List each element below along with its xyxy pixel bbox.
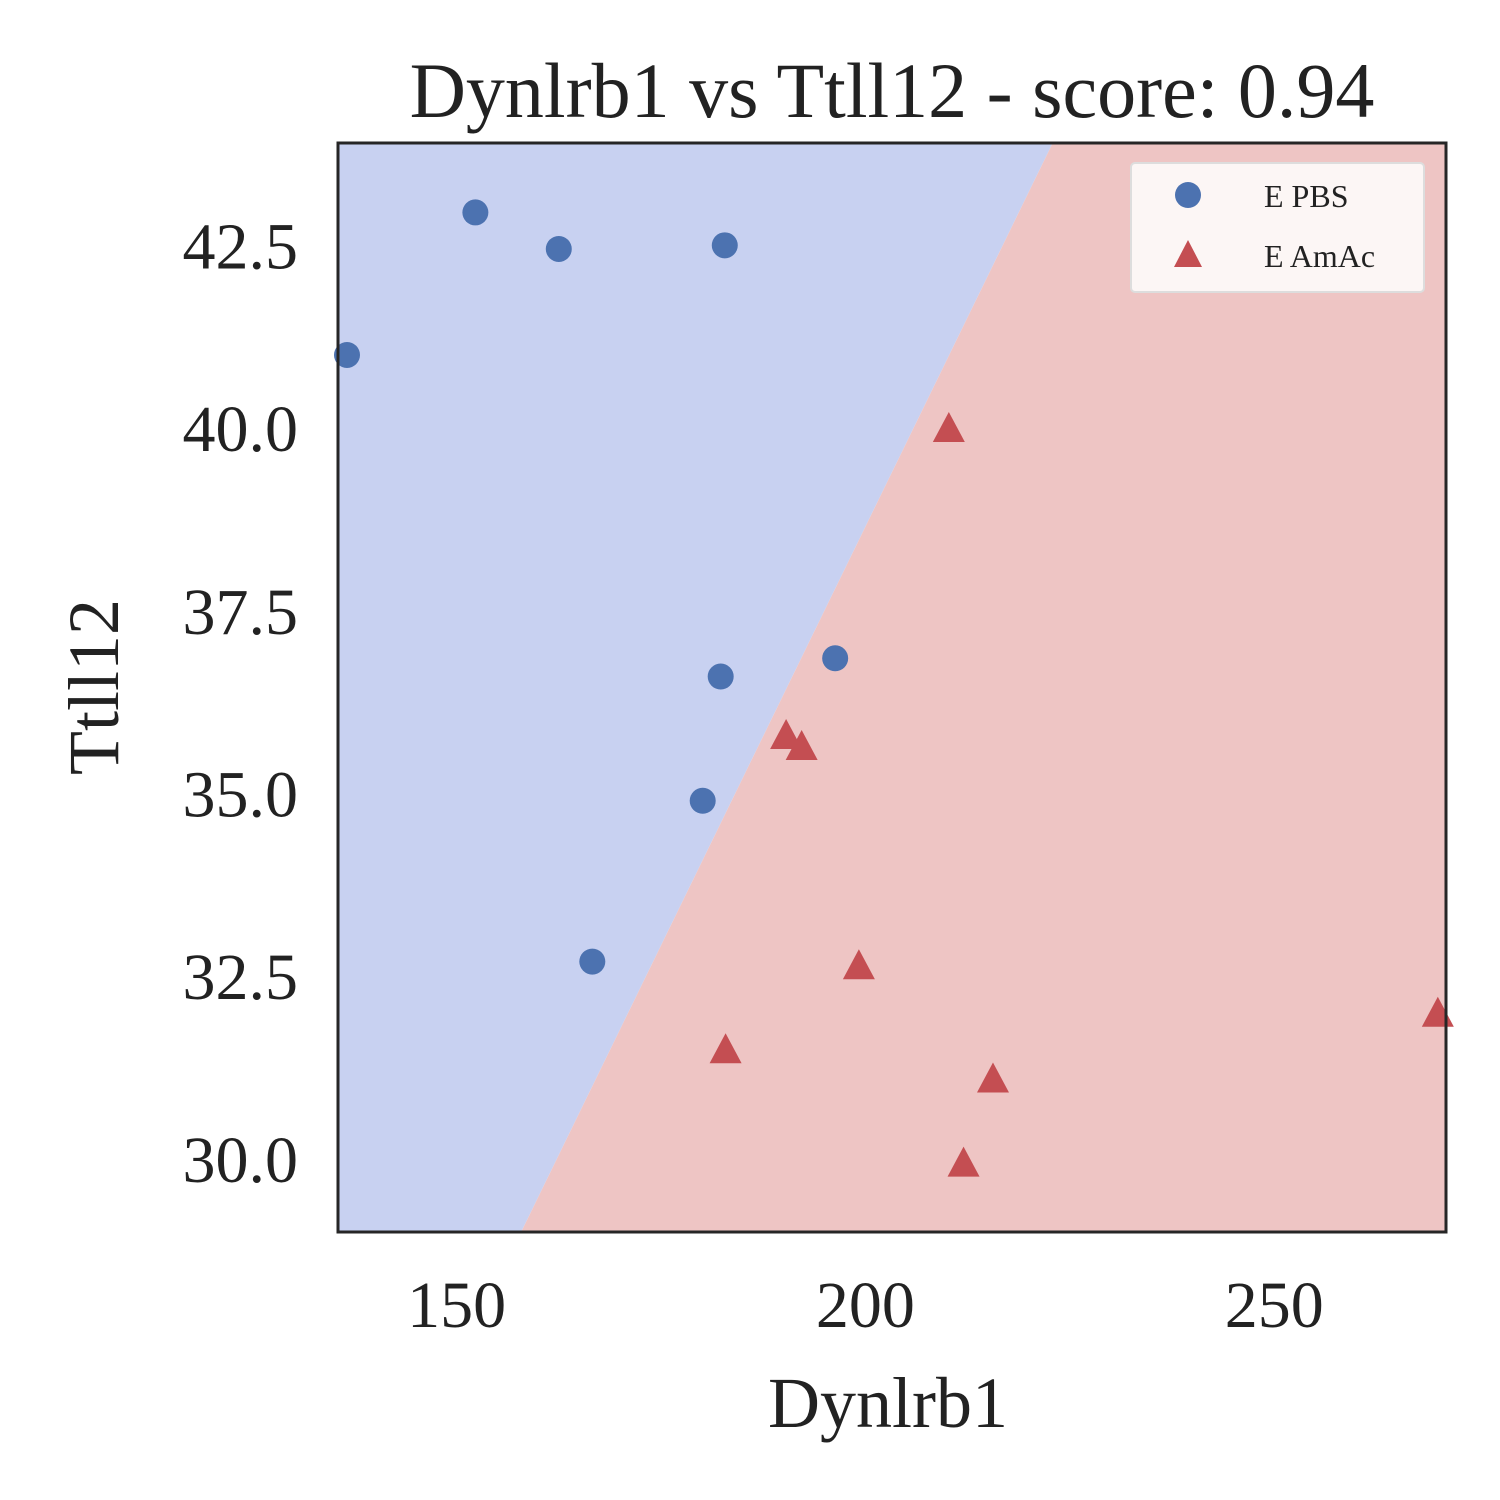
point-e-amac-1 bbox=[709, 1033, 742, 1064]
point-e-amac-6 bbox=[947, 1146, 980, 1177]
point-e-pbs-7 bbox=[711, 232, 738, 259]
y-tick-label: 37.5 bbox=[183, 576, 299, 649]
legend-box bbox=[1130, 162, 1425, 293]
region-e-pbs bbox=[338, 143, 1053, 1232]
legend-label-e-amac: E AmAc bbox=[1264, 238, 1375, 274]
y-axis-label: Ttll12 bbox=[54, 599, 134, 775]
plot-regions bbox=[338, 143, 1446, 1232]
point-e-amac-7 bbox=[976, 1062, 1009, 1093]
y-tick-label: 40.0 bbox=[183, 393, 299, 466]
point-e-pbs-4 bbox=[579, 948, 606, 975]
x-axis-ticks: 150 200 250 bbox=[407, 1269, 1324, 1342]
y-tick-label: 32.5 bbox=[183, 941, 299, 1014]
y-axis-ticks: 30.0 32.5 35.0 37.5 40.0 42.5 bbox=[183, 210, 299, 1197]
point-e-amac-2 bbox=[770, 719, 803, 750]
point-e-amac-5 bbox=[932, 412, 965, 443]
point-e-amac-4 bbox=[842, 949, 875, 980]
x-axis-label: Dynlrb1 bbox=[768, 1363, 1008, 1443]
legend-label-e-pbs: E PBS bbox=[1264, 178, 1348, 214]
point-e-pbs-8 bbox=[822, 645, 849, 672]
point-e-pbs-2 bbox=[462, 199, 489, 226]
point-e-pbs-6 bbox=[707, 663, 734, 690]
legend: E PBS E AmAc bbox=[1130, 162, 1425, 293]
point-e-pbs-5 bbox=[689, 787, 716, 814]
region-e-amac bbox=[521, 143, 1446, 1232]
point-e-pbs-1 bbox=[333, 341, 360, 368]
chart-title: Dynlrb1 vs Ttll12 - score: 0.94 bbox=[410, 47, 1375, 134]
point-e-pbs-3 bbox=[545, 235, 572, 262]
legend-marker-e-amac bbox=[1174, 240, 1202, 267]
y-tick-label: 42.5 bbox=[183, 210, 299, 283]
legend-marker-e-pbs bbox=[1175, 182, 1201, 208]
plot-frame bbox=[336, 141, 1448, 1234]
x-tick-label: 150 bbox=[407, 1269, 506, 1342]
x-tick-label: 250 bbox=[1225, 1269, 1324, 1342]
data-points bbox=[333, 199, 1454, 1177]
point-e-amac-3 bbox=[785, 729, 818, 760]
x-tick-label: 200 bbox=[816, 1269, 915, 1342]
y-tick-label: 30.0 bbox=[183, 1124, 299, 1197]
y-tick-label: 35.0 bbox=[183, 758, 299, 831]
